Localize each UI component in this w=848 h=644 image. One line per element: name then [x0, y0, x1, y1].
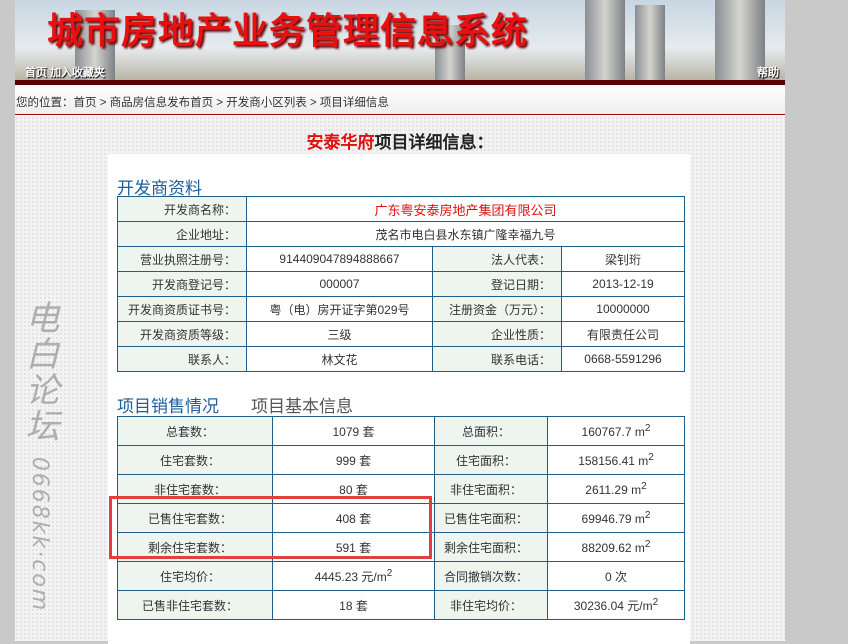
help-link[interactable]: 帮助 — [757, 67, 779, 79]
table-cell: 开发商登记号： — [117, 271, 247, 297]
developer-table: 开发商名称： 广东粤安泰房地产集团有限公司 企业地址： 茂名市电白县水东镇广隆幸福九… — [117, 196, 685, 372]
table-cell: 有限责任公司 — [561, 321, 685, 347]
tab-bar: 项目销售情况 项目基本信息 — [117, 392, 353, 417]
table-cell: 914409047894888667 — [246, 246, 433, 272]
table-row: 联系人： 林文花 联系电话： 0668-5591296 — [117, 346, 685, 372]
developer-name: 广东粤安泰房地产集团有限公司 — [246, 196, 685, 222]
table-cell: 18 套 — [272, 590, 435, 620]
page-title: 安泰华府项目详细信息： — [306, 133, 494, 152]
table-cell: 88209.62 m2 — [547, 532, 685, 562]
table-cell: 已售住宅套数： — [117, 503, 273, 533]
header-banner: 城市房地产业务管理信息系统 首页 加入收藏夹 帮助 — [15, 0, 785, 80]
table-row: 剩余住宅套数： 591 套剩余住宅面积： 88209.62 m2 — [117, 532, 685, 562]
table-cell: 非住宅均价： — [434, 590, 548, 620]
table-cell: 登记日期： — [432, 271, 562, 297]
watermark: 电白论坛 0668kk·com — [19, 300, 59, 613]
breadcrumb-separator: > — [306, 97, 320, 109]
table-cell: 2611.29 m2 — [547, 474, 685, 504]
breadcrumb-current: 项目详细信息 — [319, 97, 389, 109]
table-cell: 0 次 — [547, 561, 685, 591]
header-divider — [15, 80, 785, 85]
breadcrumb-separator: > — [96, 97, 110, 109]
developer-address: 茂名市电白县水东镇广隆幸福九号 — [246, 221, 685, 247]
table-row: 已售非住宅套数： 18 套非住宅均价： 30236.04 元/m2 — [117, 590, 685, 620]
table-cell: 三级 — [246, 321, 433, 347]
home-link[interactable]: 首页 — [25, 67, 47, 79]
table-cell: 0668-5591296 — [561, 346, 685, 372]
table-row: 开发商登记号： 000007 登记日期： 2013-12-19 — [117, 271, 685, 297]
table-row: 开发商名称： 广东粤安泰房地产集团有限公司 — [117, 196, 685, 222]
table-cell: 4445.23 元/m2 — [272, 561, 435, 591]
table-cell: 住宅套数： — [117, 445, 273, 475]
breadcrumb-presale[interactable]: 商品房信息发布首页 — [109, 97, 214, 109]
table-cell: 联系人： — [117, 346, 247, 372]
table-cell: 开发商资质证书号： — [117, 296, 247, 322]
table-row: 总套数： 1079 套总面积： 160767.7 m2 — [117, 416, 685, 446]
table-cell: 999 套 — [272, 445, 435, 475]
table-cell: 10000000 — [561, 296, 685, 322]
table-cell: 158156.41 m2 — [547, 445, 685, 475]
table-cell: 30236.04 元/m2 — [547, 590, 685, 620]
table-cell: 160767.7 m2 — [547, 416, 685, 446]
page: 城市房地产业务管理信息系统 首页 加入收藏夹 帮助 您的位置：首页 > 商品房信… — [15, 0, 785, 644]
table-cell: 营业执照注册号： — [117, 246, 247, 272]
table-cell: 2013-12-19 — [561, 271, 685, 297]
sales-table: 总套数： 1079 套总面积： 160767.7 m2 住宅套数： 999 套住宅面积：… — [117, 416, 685, 620]
breadcrumb-home[interactable]: 首页 — [73, 97, 97, 109]
table-cell: 住宅均价： — [117, 561, 273, 591]
table-cell: 总套数： — [117, 416, 273, 446]
table-cell: 000007 — [246, 271, 433, 297]
table-row: 营业执照注册号： 914409047894888667 法人代表： 梁钊珩 — [117, 246, 685, 272]
table-row: 住宅套数： 999 套住宅面积： 158156.41 m2 — [117, 445, 685, 475]
tab-basic-info[interactable]: 项目基本信息 — [251, 397, 353, 416]
table-cell: 已售非住宅套数： — [117, 590, 273, 620]
developer-heading: 开发商资料 — [117, 179, 202, 198]
breadcrumb-prefix: 您的位置： — [16, 97, 74, 109]
table-cell: 总面积： — [434, 416, 548, 446]
table-cell: 1079 套 — [272, 416, 435, 446]
table-cell: 合同撤销次数： — [434, 561, 548, 591]
table-cell: 林文花 — [246, 346, 433, 372]
add-favorite-link[interactable]: 加入收藏夹 — [50, 67, 106, 79]
table-row: 已售住宅套数： 408 套已售住宅面积： 69946.79 m2 — [117, 503, 685, 533]
table-cell: 69946.79 m2 — [547, 503, 685, 533]
table-cell: 已售住宅面积： — [434, 503, 548, 533]
tab-sales[interactable]: 项目销售情况 — [117, 397, 219, 416]
breadcrumb-separator: > — [213, 97, 227, 109]
table-cell: 住宅面积： — [434, 445, 548, 475]
table-cell: 粤（电）房开证字第029号 — [246, 296, 433, 322]
site-title: 城市房地产业务管理信息系统 — [47, 11, 529, 52]
highlight-box — [109, 496, 432, 559]
table-cell: 梁钊珩 — [561, 246, 685, 272]
breadcrumb-developer-list[interactable]: 开发商小区列表 — [226, 97, 307, 109]
table-row: 企业地址： 茂名市电白县水东镇广隆幸福九号 — [117, 221, 685, 247]
table-row: 住宅均价： 4445.23 元/m2 合同撤销次数： 0 次 — [117, 561, 685, 591]
table-cell: 剩余住宅面积： — [434, 532, 548, 562]
table-cell: 联系电话： — [432, 346, 562, 372]
table-cell: 开发商资质等级： — [117, 321, 247, 347]
table-cell: 非住宅面积： — [434, 474, 548, 504]
table-cell: 法人代表： — [432, 246, 562, 272]
table-row: 开发商资质证书号： 粤（电）房开证字第029号 注册资金（万元）： 10000000 — [117, 296, 685, 322]
table-cell: 注册资金（万元）： — [432, 296, 562, 322]
table-row: 开发商资质等级： 三级 企业性质： 有限责任公司 — [117, 321, 685, 347]
main-content: 安泰华府项目详细信息： 开发商资料 开发商名称： 广东粤安泰房地产集团有限公司 企… — [15, 116, 785, 644]
table-cell: 企业性质： — [432, 321, 562, 347]
breadcrumb: 您的位置：首页 > 商品房信息发布首页 > 开发商小区列表 > 项目详细信息 — [15, 85, 785, 115]
